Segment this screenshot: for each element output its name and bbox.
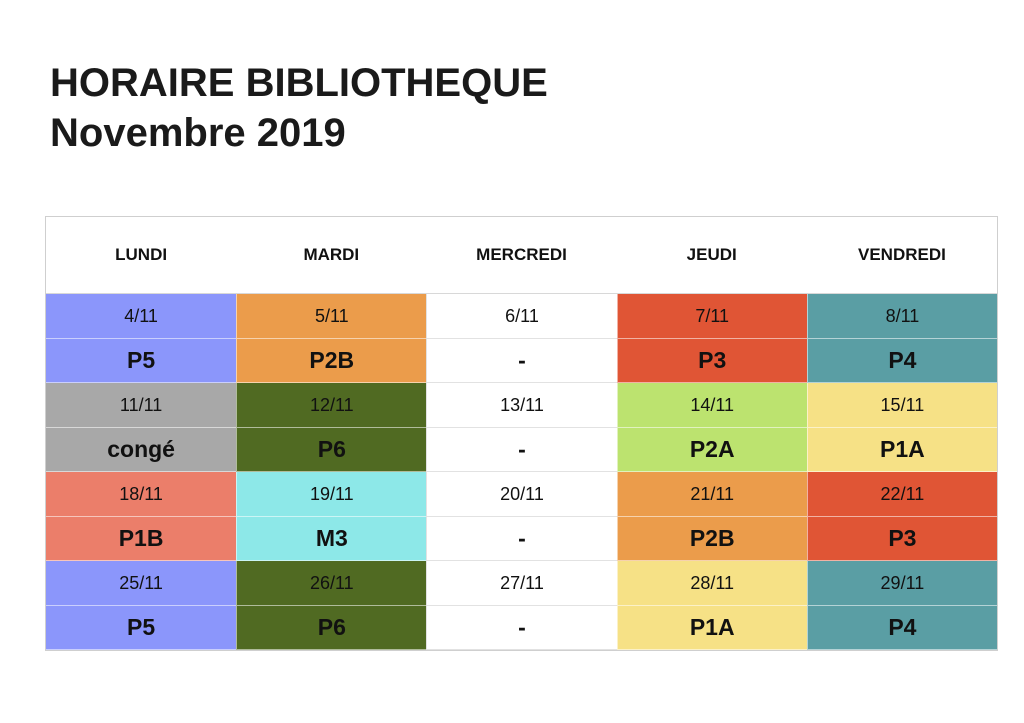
- class-code-cell: P5: [46, 339, 237, 383]
- date-cell: 5/11: [236, 294, 427, 339]
- date-cell: 20/11: [426, 472, 617, 517]
- class-code-cell: -: [426, 517, 617, 561]
- class-code-cell: P3: [616, 339, 807, 383]
- class-code-cell: -: [426, 606, 617, 650]
- date-cell: 19/11: [236, 472, 427, 517]
- date-cell: 13/11: [426, 383, 617, 428]
- class-code-cell: -: [426, 339, 617, 383]
- date-cell: 6/11: [426, 294, 617, 339]
- day-header-friday: VENDREDI: [857, 245, 946, 264]
- date-cell: 11/11: [46, 383, 237, 428]
- class-code-cell: P2B: [616, 517, 807, 561]
- date-cell: 25/11: [46, 561, 237, 606]
- class-code-cell: P4: [806, 339, 998, 383]
- date-cell: 28/11: [616, 561, 807, 606]
- day-header-row: LUNDI MARDI MERCREDI JEUDI VENDREDI: [46, 217, 997, 294]
- date-cell: 18/11: [46, 472, 237, 517]
- class-code-cell: P5: [46, 606, 237, 650]
- schedule-table: LUNDI MARDI MERCREDI JEUDI VENDREDI 4/11…: [45, 216, 998, 651]
- column-thursday: 7/11 P3 14/11 P2A 21/11 P2B 28/11 P1A: [616, 294, 807, 650]
- date-cell: 29/11: [806, 561, 998, 606]
- class-code-cell: P3: [806, 517, 998, 561]
- class-code-cell: P1A: [616, 606, 807, 650]
- page-title: HORAIRE BIBLIOTHEQUE Novembre 2019: [50, 58, 548, 158]
- schedule-grid: 4/11 P5 11/11 congé 18/11 P1B 25/11 P5 5/11 P2B 12…: [46, 294, 998, 650]
- date-cell: 27/11: [426, 561, 617, 606]
- title-line-1: HORAIRE BIBLIOTHEQUE: [50, 61, 548, 105]
- class-code-cell: P2A: [616, 428, 807, 472]
- class-code-cell: P4: [806, 606, 998, 650]
- date-cell: 14/11: [616, 383, 807, 428]
- column-wednesday: 6/11-13/11-20/11-27/11-: [426, 294, 617, 650]
- column-friday: 8/11 P4 15/11 P1A 22/11 P3 29/11 P4: [806, 294, 998, 650]
- day-header-monday: LUNDI: [115, 245, 168, 264]
- day-header-thursday: JEUDI: [686, 245, 737, 264]
- class-code-cell: P2B: [236, 339, 427, 383]
- date-cell: 26/11: [236, 561, 427, 606]
- class-code-cell: P1B: [46, 517, 237, 561]
- date-cell: 8/11: [806, 294, 998, 339]
- date-cell: 7/11: [616, 294, 807, 339]
- date-cell: 4/11: [46, 294, 237, 339]
- day-header-tuesday: MARDI: [303, 245, 360, 264]
- class-code-cell: P6: [236, 428, 427, 472]
- column-tuesday: 5/11 P2B 12/11 P6 19/11 M3 26/11 P6: [236, 294, 427, 650]
- date-cell: 21/11: [616, 472, 807, 517]
- title-line-2: Novembre 2019: [50, 111, 346, 155]
- column-monday: 4/11 P5 11/11 congé 18/11 P1B 25/11 P5: [46, 294, 237, 650]
- day-header-wednesday: MERCREDI: [476, 245, 567, 264]
- class-code-cell: congé: [46, 428, 237, 472]
- date-cell: 12/11: [236, 383, 427, 428]
- date-cell: 15/11: [806, 383, 998, 428]
- class-code-cell: M3: [236, 517, 427, 561]
- class-code-cell: P6: [236, 606, 427, 650]
- date-cell: 22/11: [806, 472, 998, 517]
- class-code-cell: P1A: [806, 428, 998, 472]
- class-code-cell: -: [426, 428, 617, 472]
